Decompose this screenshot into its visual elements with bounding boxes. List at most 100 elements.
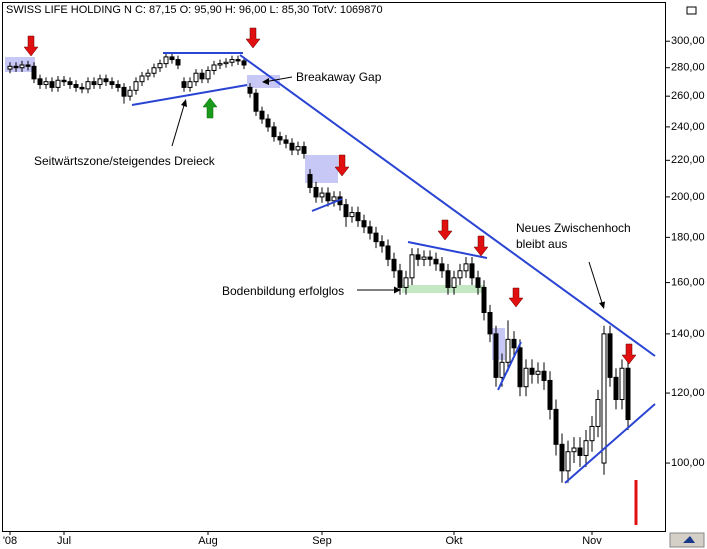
candle-body (217, 63, 223, 66)
candle-body (127, 89, 133, 97)
candle-body (43, 81, 49, 86)
plot-frame (2, 2, 666, 532)
y-tick-label: 300,00 (671, 35, 705, 47)
candle-body (583, 440, 589, 456)
candle-body (607, 333, 613, 378)
candle-body (487, 312, 493, 335)
candle-body (139, 75, 145, 83)
trend-line (239, 54, 656, 357)
candle-body (271, 126, 277, 138)
pointer (588, 261, 604, 307)
candle-body (313, 186, 319, 198)
candle-body (133, 81, 139, 91)
candle-body (331, 196, 337, 202)
candle-body (385, 245, 391, 260)
candle-body (49, 81, 55, 88)
trend-line (311, 198, 343, 212)
x-tick-label: '08 (3, 535, 17, 547)
candle-body (523, 367, 529, 388)
candle-body (415, 254, 421, 260)
candle-body (241, 60, 247, 66)
candle-body (619, 367, 625, 401)
y-tick-label: 180,00 (671, 231, 705, 243)
pointer (171, 101, 186, 147)
annotation: Neues Zwischenhoch (516, 221, 631, 235)
annotation: Seitwärtszone/steigendes Dreieck (34, 154, 216, 168)
x-tick-label: Nov (582, 535, 602, 547)
candle-body (97, 78, 103, 86)
trend-line (407, 241, 488, 259)
candle-body (397, 270, 403, 288)
pointer-head (181, 99, 187, 107)
candle-body (505, 338, 511, 363)
candle-body (7, 65, 13, 70)
candle-body (199, 72, 205, 80)
candle-body (589, 425, 595, 442)
annotation: Breakaway Gap (296, 70, 382, 84)
candle-body (499, 361, 505, 378)
candle-body (427, 256, 433, 260)
candle-body (121, 86, 127, 97)
candle-body (445, 270, 451, 288)
candle-body (289, 142, 295, 151)
candle-body (451, 277, 457, 288)
candle-body (55, 79, 61, 88)
candle-body (151, 67, 157, 74)
pointer-head (262, 78, 269, 85)
candle-body (535, 370, 541, 375)
y-tick-label: 220,00 (671, 154, 705, 166)
candle-body (253, 92, 259, 112)
candle-body (67, 81, 73, 86)
y-tick-label: 140,00 (671, 328, 705, 340)
candle-body (205, 69, 211, 80)
candle-body (37, 78, 43, 86)
candle-body (595, 399, 601, 427)
candle-body (19, 64, 25, 69)
candle-body (115, 84, 121, 88)
candle-body (601, 333, 607, 464)
candle-body (571, 447, 577, 453)
candle-body (235, 59, 241, 62)
candle-body (481, 286, 487, 314)
candle-body (577, 447, 583, 456)
chart-title: SWISS LIFE HOLDING N C: 87,15 O: 95,90 H… (6, 4, 383, 16)
y-tick-label: 160,00 (671, 276, 705, 288)
signal-arrows (23, 27, 637, 365)
candle-body (265, 118, 271, 128)
candle-body (277, 136, 283, 141)
candle-body (355, 212, 361, 222)
candle-body (61, 79, 67, 83)
candle-body (625, 367, 631, 421)
candle-body (553, 408, 559, 445)
candle-body (169, 56, 175, 61)
candle-body (361, 220, 367, 228)
candle-body (175, 59, 181, 66)
candle-body (181, 81, 187, 88)
y-tick-label: 260,00 (671, 90, 705, 102)
candles (7, 52, 631, 483)
y-tick-label: 280,00 (671, 62, 705, 74)
candle-body (469, 263, 475, 279)
zone (402, 285, 485, 293)
annotation: Bodenbildung erfolglos (222, 284, 344, 298)
x-tick-label: Aug (198, 535, 218, 547)
candle-body (193, 72, 199, 83)
candle-body (439, 263, 445, 272)
y-tick-label: 240,00 (671, 121, 705, 133)
candle-body (373, 232, 379, 243)
candle-body (229, 59, 235, 63)
candle-body (529, 367, 535, 375)
y-tick-label: 120,00 (671, 387, 705, 399)
candle-body (85, 81, 91, 90)
candle-body (325, 192, 331, 202)
candle-body (409, 254, 415, 279)
candle-body (31, 65, 37, 80)
candle-body (91, 81, 97, 86)
candle-body (457, 270, 463, 279)
corner-icon (683, 536, 695, 543)
candle-body (301, 146, 307, 154)
candle-body (13, 65, 19, 69)
x-tick-label: Okt (445, 535, 462, 547)
buy-arrow (202, 97, 218, 119)
